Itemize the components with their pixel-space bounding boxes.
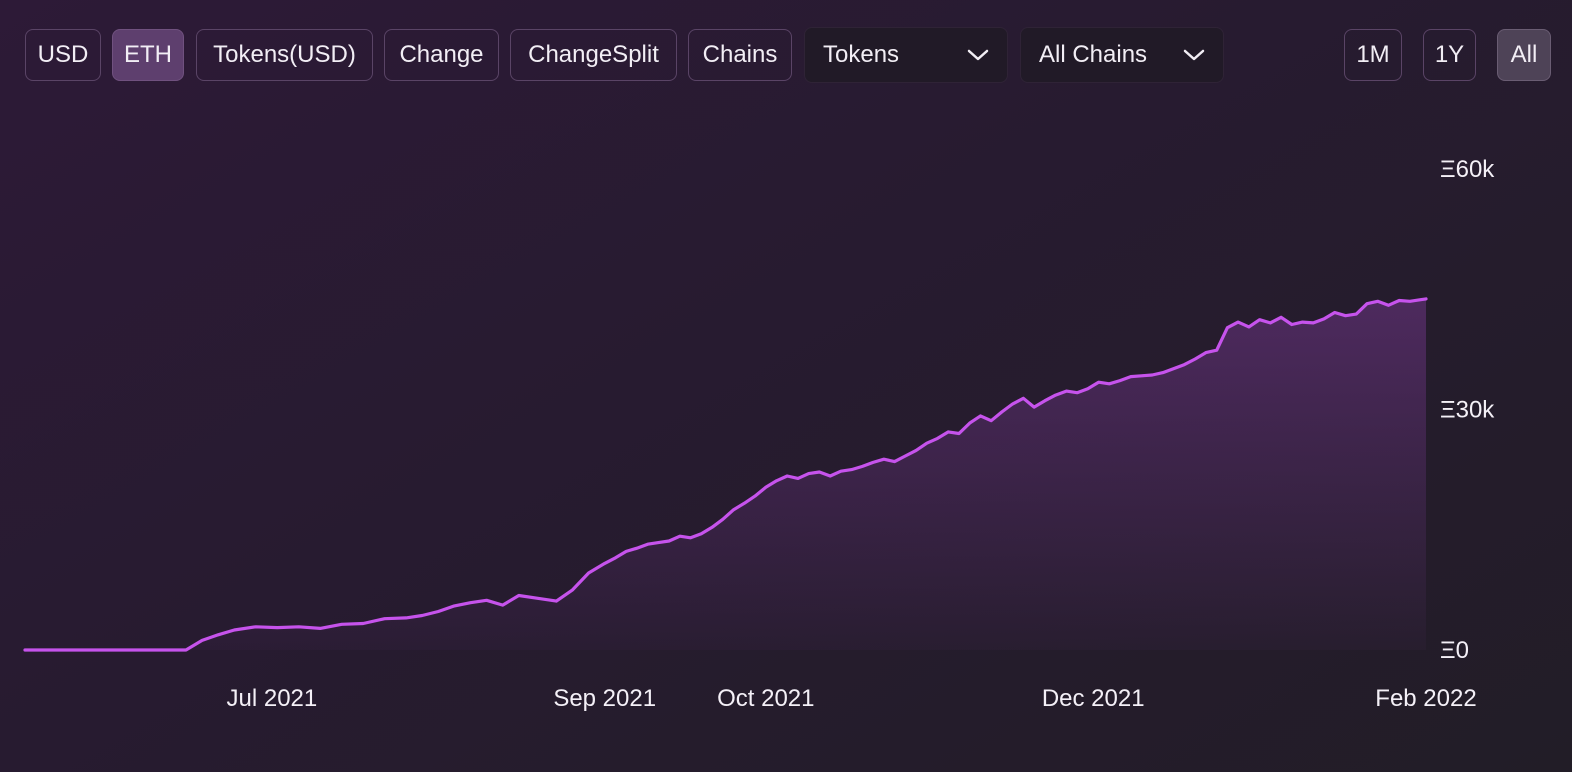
x-axis: Jul 2021 Sep 2021 Oct 2021 Dec 2021 Feb 2022 [227, 685, 1477, 712]
eth-button[interactable]: ETH [112, 29, 184, 81]
range-all-button[interactable]: All [1497, 29, 1551, 81]
usd-button[interactable]: USD [25, 29, 101, 81]
change-split-button[interactable]: ChangeSplit [510, 29, 677, 81]
area-fill [25, 298, 1426, 650]
x-tick-label: Sep 2021 [553, 685, 656, 712]
chains-select[interactable]: All Chains [1020, 27, 1224, 83]
toolbar: USD ETH Tokens(USD) Change ChangeSplit C… [0, 0, 1572, 112]
chains-select-label: All Chains [1039, 41, 1148, 68]
series-line [23, 297, 1428, 652]
x-tick-label: Oct 2021 [717, 685, 814, 712]
chains-button[interactable]: Chains [688, 29, 792, 81]
tokens-select-label: Tokens [823, 41, 900, 68]
tvl-chart: Ξ0 Ξ30k Ξ60k Jul 2021 Sep 2021 Oct 2021 Dec 2… [23, 156, 1495, 712]
change-button[interactable]: Change [384, 29, 499, 81]
y-axis: Ξ0 Ξ30k Ξ60k [1440, 156, 1495, 664]
y-tick-label: Ξ60k [1440, 156, 1495, 183]
x-tick-label: Feb 2022 [1375, 685, 1476, 712]
chevron-down-icon [1183, 49, 1205, 61]
chevron-down-icon [967, 49, 989, 61]
range-1m-button[interactable]: 1M [1344, 29, 1402, 81]
range-1y-button[interactable]: 1Y [1423, 29, 1476, 81]
y-tick-label: Ξ30k [1440, 397, 1495, 424]
tokens-select[interactable]: Tokens [804, 27, 1008, 83]
tokens-usd-button[interactable]: Tokens(USD) [196, 29, 373, 81]
y-tick-label: Ξ0 [1440, 637, 1469, 664]
x-tick-label: Dec 2021 [1042, 685, 1145, 712]
x-tick-label: Jul 2021 [227, 685, 318, 712]
